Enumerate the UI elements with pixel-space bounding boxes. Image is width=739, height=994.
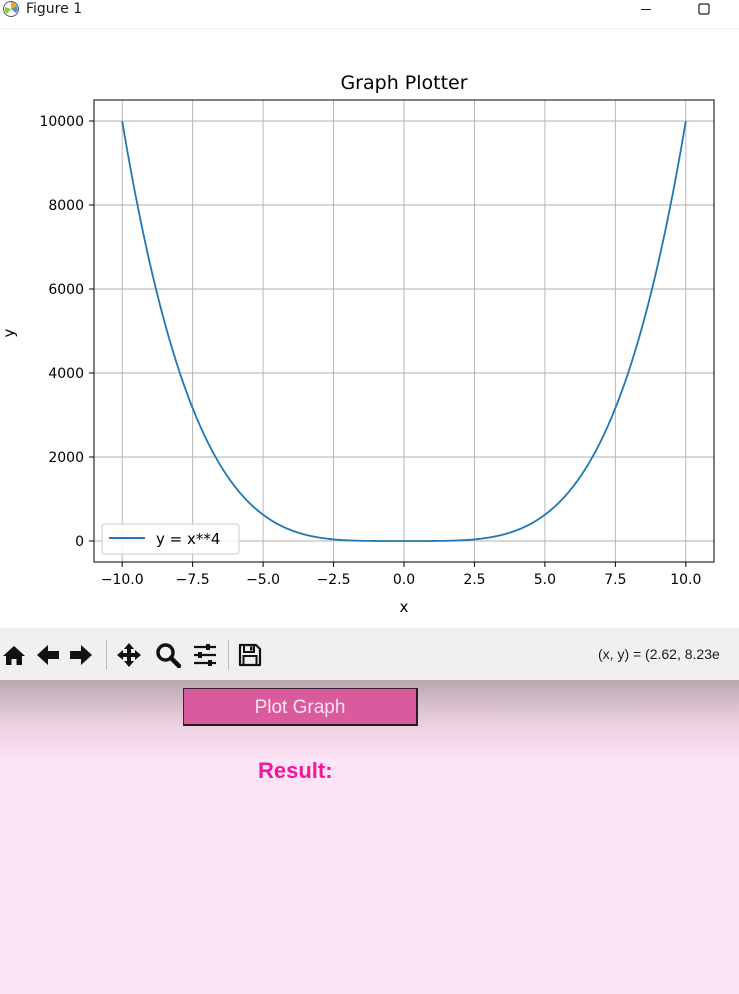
x-tick-label: −5.0 <box>246 572 280 588</box>
x-tick-label: −10.0 <box>101 572 144 588</box>
zoom-icon[interactable] <box>155 642 181 668</box>
y-tick-label: 0 <box>75 534 84 550</box>
save-icon[interactable] <box>237 642 263 668</box>
forward-icon[interactable] <box>68 642 94 668</box>
legend: y = x**4 <box>101 523 240 555</box>
maximize-icon[interactable] <box>690 0 718 18</box>
pan-icon[interactable] <box>116 642 142 668</box>
result-label: Result: <box>258 758 333 783</box>
navigation-toolbar: (x, y) = (2.62, 8.23e <box>0 628 739 680</box>
y-tick-label: 6000 <box>48 282 84 298</box>
cursor-coordinates-readout: (x, y) = (2.62, 8.23e <box>598 646 720 662</box>
x-tick-label: −2.5 <box>317 572 351 588</box>
legend-label: y = x**4 <box>156 530 220 548</box>
y-tick-label: 10000 <box>39 114 84 130</box>
chart: −10.0 −7.5 −5.0 −2.5 0.0 2.5 5.0 7.5 10.0 0 2000 40… <box>0 29 739 626</box>
configure-subplots-icon[interactable] <box>192 642 218 668</box>
toolbar-separator <box>106 640 107 670</box>
figure-canvas[interactable]: −10.0 −7.5 −5.0 −2.5 0.0 2.5 5.0 7.5 10.0 0 2000 40… <box>0 29 739 626</box>
x-tick-label: 7.5 <box>604 572 626 588</box>
chart-title: Graph Plotter <box>340 72 467 94</box>
window-title: Figure 1 <box>26 1 83 17</box>
x-axis-label: x <box>400 598 409 616</box>
legend-box <box>101 523 240 555</box>
x-tick-label: 5.0 <box>534 572 556 588</box>
toolbar-separator <box>228 640 229 670</box>
minimize-icon[interactable] <box>632 0 660 18</box>
x-tick-label: −7.5 <box>176 572 210 588</box>
y-tick-label: 4000 <box>48 366 84 382</box>
y-tick-label: 2000 <box>48 450 84 466</box>
x-tick-label: 2.5 <box>463 572 485 588</box>
home-icon[interactable] <box>1 642 27 668</box>
back-icon[interactable] <box>35 642 61 668</box>
x-tick-label: 0.0 <box>393 572 415 588</box>
matplotlib-app-icon <box>3 1 19 17</box>
series-line <box>121 120 687 542</box>
window-titlebar: Figure 1 <box>0 0 739 29</box>
control-panel: Plot Graph Result: <box>0 680 739 994</box>
x-tick-label: 10.0 <box>670 572 701 588</box>
plot-graph-button[interactable]: Plot Graph <box>183 688 418 726</box>
y-tick-label: 8000 <box>48 198 84 214</box>
y-axis-label: y <box>0 328 18 337</box>
